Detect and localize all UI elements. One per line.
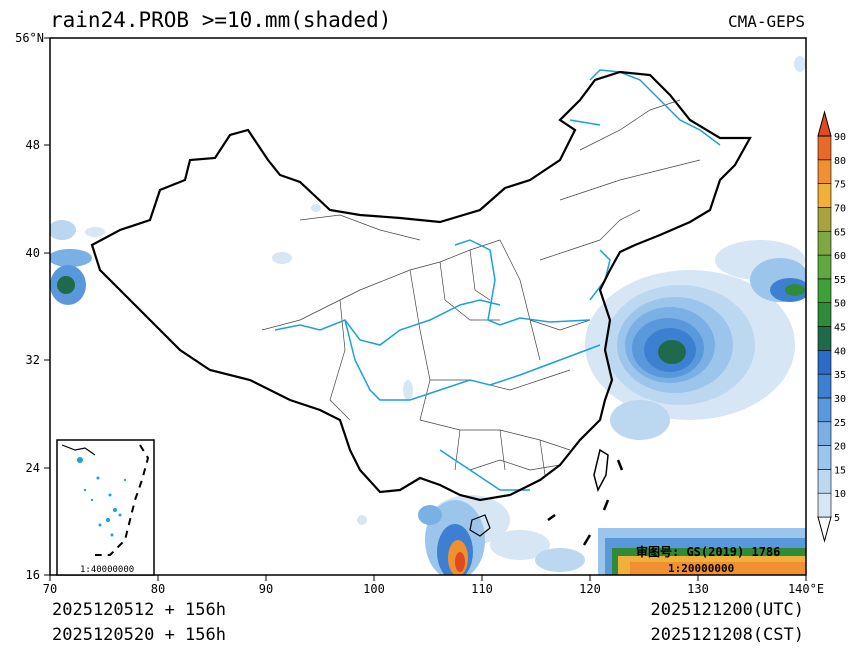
color-legend: 5 10 15 20 25 30 35 40 45 50 55 60 65 70 75 80 90 — [817, 110, 846, 543]
inset-scale: 1:40000000 — [80, 565, 134, 575]
rivers — [274, 69, 721, 491]
axis-ticks — [44, 37, 807, 581]
legend-label: 50 — [834, 299, 846, 310]
legend-swatch — [817, 159, 832, 184]
legend-swatch — [817, 230, 832, 256]
legend-swatch — [817, 254, 832, 280]
lat-tick: 56°N — [15, 31, 44, 45]
legend-label: 60 — [834, 251, 846, 262]
south-china-sea-inset: 1:40000000 — [56, 439, 155, 576]
china-border — [90, 70, 752, 502]
legend-swatch — [817, 183, 832, 208]
lon-tick: 70 — [43, 582, 57, 596]
lat-tick: 24 — [26, 461, 40, 475]
lon-labels: 70 80 90 100 110 120 130 140°E — [43, 582, 824, 596]
lat-tick: 16 — [26, 568, 40, 582]
legend-label: 65 — [834, 227, 846, 238]
main-scale: 1:20000000 — [668, 562, 734, 575]
legend-label: 80 — [834, 156, 846, 167]
probability-shading — [50, 56, 806, 575]
legend-label: 45 — [834, 323, 846, 334]
lat-labels: 56°N 48 40 32 24 16 — [15, 31, 44, 582]
maritime-dashes — [547, 459, 624, 546]
legend-swatch — [817, 397, 832, 423]
valid-time-cst: 2025121208(CST) — [650, 625, 804, 645]
legend-swatch — [817, 445, 832, 470]
legend-swatch — [817, 135, 832, 161]
legend-label: 55 — [834, 275, 846, 286]
legend-label: 90 — [834, 132, 846, 143]
legend-swatch — [817, 421, 832, 446]
valid-time-utc: 2025121200(UTC) — [650, 600, 804, 620]
legend-label: 35 — [834, 370, 846, 381]
lon-tick: 120 — [579, 582, 601, 596]
taiwan-outline — [593, 448, 609, 493]
legend-cap-low — [817, 516, 832, 543]
legend-label: 20 — [834, 442, 846, 453]
legend-swatch — [817, 350, 832, 375]
legend-label: 25 — [834, 418, 846, 429]
lat-tick: 32 — [26, 353, 40, 367]
legend-label: 75 — [834, 180, 846, 191]
lat-tick: 40 — [26, 246, 40, 260]
init-time-utc: 2025120512 + 156h — [52, 600, 226, 620]
lon-tick: 100 — [363, 582, 385, 596]
legend-swatch — [817, 278, 832, 303]
legend-label: 5 — [834, 513, 840, 524]
legend-label: 70 — [834, 203, 846, 214]
hainan-outline — [469, 514, 491, 537]
legend-swatch — [817, 302, 832, 327]
legend-swatch — [817, 326, 832, 351]
init-time-cst: 2025120520 + 156h — [52, 625, 226, 645]
lon-tick: 110 — [471, 582, 493, 596]
lat-tick: 48 — [26, 138, 40, 152]
lon-tick: 130 — [687, 582, 709, 596]
legend-swatch — [817, 469, 832, 494]
lon-tick: 140°E — [788, 582, 824, 596]
legend-swatch — [817, 373, 832, 399]
lon-tick: 90 — [259, 582, 273, 596]
map-frame — [49, 37, 807, 576]
legend-label: 10 — [834, 489, 846, 500]
legend-label: 15 — [834, 465, 846, 476]
legend-cap-high — [817, 110, 832, 137]
lon-tick: 80 — [151, 582, 165, 596]
legend-swatch — [817, 207, 832, 232]
legend-label: 30 — [834, 394, 846, 405]
model-label: CMA-GEPS — [727, 12, 805, 31]
map-title: rain24.PROB >=10.mm(shaded) — [50, 8, 392, 32]
approval-number: 审图号: GS(2019) 1786 — [636, 544, 780, 559]
legend-swatch — [817, 492, 832, 518]
legend-label: 40 — [834, 346, 846, 357]
